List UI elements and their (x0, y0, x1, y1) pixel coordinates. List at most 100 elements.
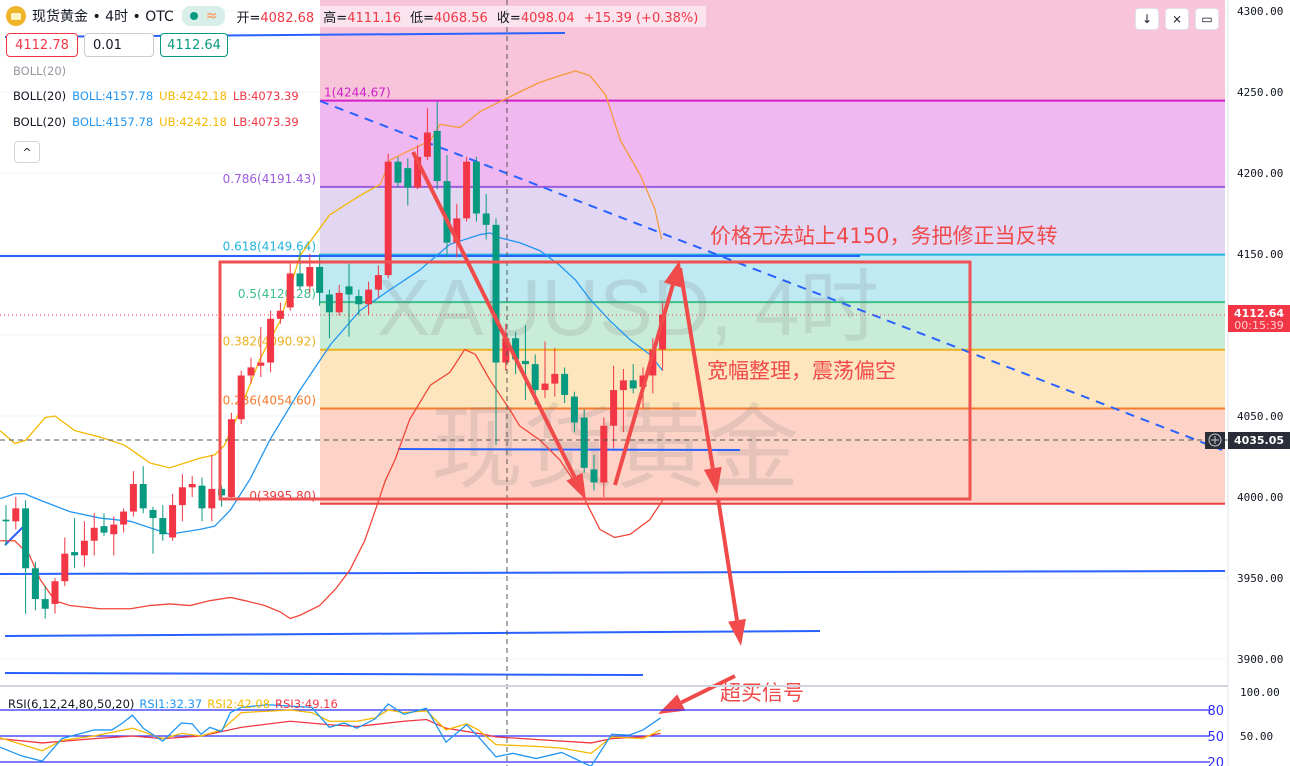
candle-body (71, 552, 79, 556)
candle-body (247, 367, 255, 376)
arrow-shaft (716, 497, 739, 621)
candle-body (659, 314, 667, 350)
boll-mid-value: BOLL:4157.78 (72, 115, 154, 129)
candle-body (100, 526, 108, 533)
collapse-indicators-button[interactable]: ^ (14, 141, 40, 163)
candle (335, 284, 343, 316)
candle (286, 263, 294, 311)
candle (472, 156, 480, 222)
arrow-head (703, 466, 722, 494)
arrow[interactable] (613, 260, 682, 486)
candle-body (600, 425, 608, 483)
low-value: 4068.56 (434, 10, 488, 26)
candle (22, 500, 30, 614)
trend-line[interactable] (4, 524, 26, 546)
market-status[interactable]: ≈ (181, 6, 226, 26)
price-tick-label: 4150.00 (1237, 248, 1283, 261)
candle-body (169, 505, 177, 538)
candle (580, 409, 588, 473)
collapse-button[interactable]: ⨯ (1165, 8, 1189, 30)
price-tick-label: 4000.00 (1237, 491, 1283, 504)
dashed-downtrend-line[interactable] (319, 100, 1223, 451)
candle (325, 289, 333, 339)
plus-icon[interactable] (1208, 433, 1222, 447)
indicator-name: BOLL(20) (13, 115, 67, 129)
candle-body (619, 380, 627, 391)
fib-level-label: 0.786(4191.43) (223, 172, 316, 186)
indicator-boll-hidden[interactable]: BOLL(20) (13, 64, 67, 78)
arrow[interactable] (716, 497, 746, 646)
rsi-name: RSI(6,12,24,80,50,20) (8, 697, 135, 711)
arrow-shaft (613, 284, 675, 486)
buy-button[interactable]: 4112.64 (160, 33, 228, 57)
candle (521, 325, 529, 400)
annotation-overbought[interactable]: 超买信号 (720, 681, 804, 705)
candle-body (178, 487, 186, 506)
candle-body (90, 527, 98, 541)
candle (90, 513, 98, 556)
candle-body (2, 519, 10, 522)
quantity-input[interactable]: 0.01 (84, 33, 154, 57)
candle-body (472, 161, 480, 214)
fib-zone (320, 408, 1225, 504)
arrow[interactable] (678, 267, 722, 494)
fib-level-label: 1(4244.67) (324, 86, 391, 100)
candle-body (502, 338, 510, 363)
indicator-name: BOLL(20) (13, 89, 67, 103)
boll-upper-value: UB:4242.18 (159, 89, 227, 103)
scroll-down-button[interactable]: ↓ (1135, 8, 1159, 30)
gold-logo-icon (6, 6, 26, 26)
trend-lines[interactable] (0, 32, 1226, 676)
arrow[interactable] (411, 151, 586, 500)
arrow-shaft (678, 267, 715, 469)
candle-body (335, 292, 343, 313)
candle-body (649, 349, 657, 376)
candle-body (433, 130, 441, 182)
price-tick-label: 4050.00 (1237, 410, 1283, 423)
fibonacci-retracement[interactable]: 1(4244.67) 0.786(4191.43) 0.618(4149.64) 0.… (223, 0, 1225, 505)
horizontal-line[interactable] (4, 630, 821, 637)
rsi-legend[interactable]: RSI(6,12,24,80,50,20) RSI1:32.37 RSI2:42.0… (8, 697, 343, 711)
annotation-no-breakout[interactable]: 价格无法站上4150，务把修正当反转 (710, 224, 1057, 248)
horizontal-line[interactable] (0, 570, 1226, 575)
indicator-boll-1[interactable]: BOLL(20) BOLL:4157.78 UB:4242.18 LB:4073.39 (13, 89, 305, 103)
candle-body (482, 213, 490, 225)
fullscreen-button[interactable]: ▭ (1195, 8, 1219, 30)
rsi-tick-label: 100.00 (1240, 686, 1280, 699)
sell-button[interactable]: 4112.78 (6, 33, 78, 57)
indicator-boll-2[interactable]: BOLL(20) BOLL:4157.78 UB:4242.18 LB:4073.39 (13, 115, 305, 129)
arrow-head (566, 472, 586, 500)
candle-body (345, 286, 353, 295)
candle-body (570, 396, 578, 423)
candle (374, 265, 382, 298)
candle-body (227, 419, 235, 497)
candle (257, 326, 265, 378)
price-axis[interactable] (1228, 0, 1290, 766)
candle (237, 370, 245, 425)
price-axis-labels: 4300.00 4250.00 4200.00 4150.00 4050.00 4000.… (1237, 5, 1283, 743)
horizontal-line[interactable] (397, 448, 741, 451)
horizontal-line[interactable] (4, 672, 644, 676)
candle (2, 505, 10, 546)
fib-zone (320, 186, 1225, 255)
symbol-title[interactable]: 现货黄金 • 4时 • OTC (32, 9, 174, 25)
annotation-range-bound[interactable]: 宽幅整理，震荡偏空 (707, 359, 896, 383)
market-open-dot-icon (189, 12, 198, 20)
boll-lower-band (0, 348, 664, 620)
arrow[interactable] (658, 674, 736, 714)
boll-upper-value: UB:4242.18 (159, 115, 227, 129)
candle (218, 485, 226, 507)
candle-body (31, 568, 39, 600)
candle (482, 194, 490, 240)
candle (570, 391, 578, 433)
range-rectangle[interactable] (218, 260, 972, 501)
price-tick-label: 3900.00 (1237, 653, 1283, 666)
countdown: 00:15:39 (1234, 319, 1283, 332)
open-value: 4082.68 (260, 10, 315, 26)
candle (110, 516, 118, 556)
arrow-shaft (411, 151, 577, 478)
rsi-level-label: 80 (1207, 704, 1224, 719)
candle (433, 101, 441, 190)
rsi-level-label: 50 (1207, 730, 1224, 745)
